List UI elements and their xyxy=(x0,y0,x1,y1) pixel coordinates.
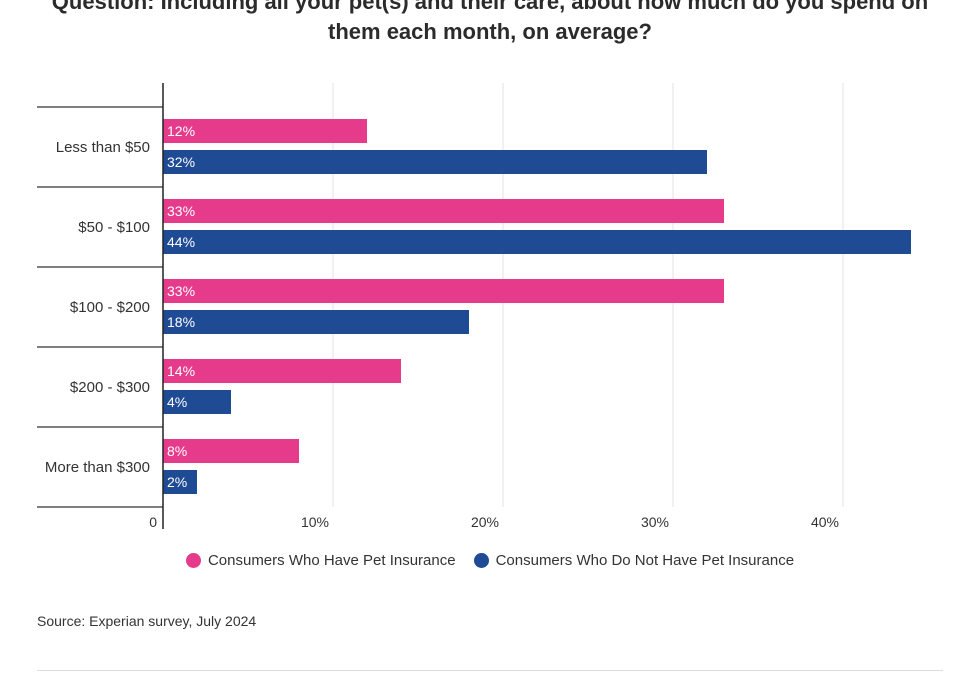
bar-label-have-insurance-1: 33% xyxy=(167,203,195,219)
bar-label-no-insurance-1: 44% xyxy=(167,234,195,250)
category-label-3: $200 - $300 xyxy=(70,379,150,396)
legend-label-no-insurance: Consumers Who Do Not Have Pet Insurance xyxy=(495,552,795,569)
legend-item-no-insurance[interactable]: Consumers Who Do Not Have Pet Insurance xyxy=(473,552,795,569)
bar-label-no-insurance-0: 32% xyxy=(167,154,195,170)
bar-label-no-insurance-4: 2% xyxy=(167,474,187,490)
bar-no-insurance-4 xyxy=(163,470,197,494)
category-label-4: More than $300 xyxy=(45,459,150,476)
bar-have-insurance-4 xyxy=(163,439,299,463)
x-tick-label-30: 30% xyxy=(641,514,669,530)
bar-have-insurance-1 xyxy=(163,199,724,223)
chart-title-line-1: Question: Including all your pet(s) and … xyxy=(51,0,929,14)
bar-no-insurance-2 xyxy=(163,310,469,334)
category-label-0: Less than $50 xyxy=(56,139,150,156)
legend-swatch-have-insurance xyxy=(185,553,201,568)
footer-divider xyxy=(37,670,943,671)
x-tick-label-40: 40% xyxy=(811,514,839,530)
bar-label-have-insurance-3: 14% xyxy=(167,363,195,379)
chart-title-line-2: them each month, on average? xyxy=(328,19,652,44)
x-tick-label-20: 20% xyxy=(471,514,499,530)
bar-label-have-insurance-0: 12% xyxy=(167,123,195,139)
bar-have-insurance-0 xyxy=(163,119,367,143)
legend-swatch-no-insurance xyxy=(473,553,489,568)
x-tick-label-0: 0 xyxy=(149,514,157,530)
bar-label-no-insurance-2: 18% xyxy=(167,314,195,330)
bar-chart: 12% 32% Less than $50 33% 44% $50 - $100 33% 18… xyxy=(37,83,911,530)
bar-label-no-insurance-3: 4% xyxy=(167,394,187,410)
legend-label-have-insurance: Consumers Who Have Pet Insurance xyxy=(207,552,456,569)
category-label-2: $100 - $200 xyxy=(70,299,150,316)
bar-label-have-insurance-2: 33% xyxy=(167,283,195,299)
bar-no-insurance-3 xyxy=(163,390,231,414)
legend-item-have-insurance[interactable]: Consumers Who Have Pet Insurance xyxy=(185,552,456,569)
bar-no-insurance-0 xyxy=(163,150,707,174)
x-tick-label-10: 10% xyxy=(301,514,329,530)
bar-have-insurance-2 xyxy=(163,279,724,303)
bar-no-insurance-1 xyxy=(163,230,911,254)
legend: Consumers Who Have Pet Insurance Consume… xyxy=(0,552,980,569)
source-note: Source: Experian survey, July 2024 xyxy=(37,613,257,629)
bar-have-insurance-3 xyxy=(163,359,401,383)
bar-label-have-insurance-4: 8% xyxy=(167,443,187,459)
category-label-1: $50 - $100 xyxy=(78,219,150,236)
